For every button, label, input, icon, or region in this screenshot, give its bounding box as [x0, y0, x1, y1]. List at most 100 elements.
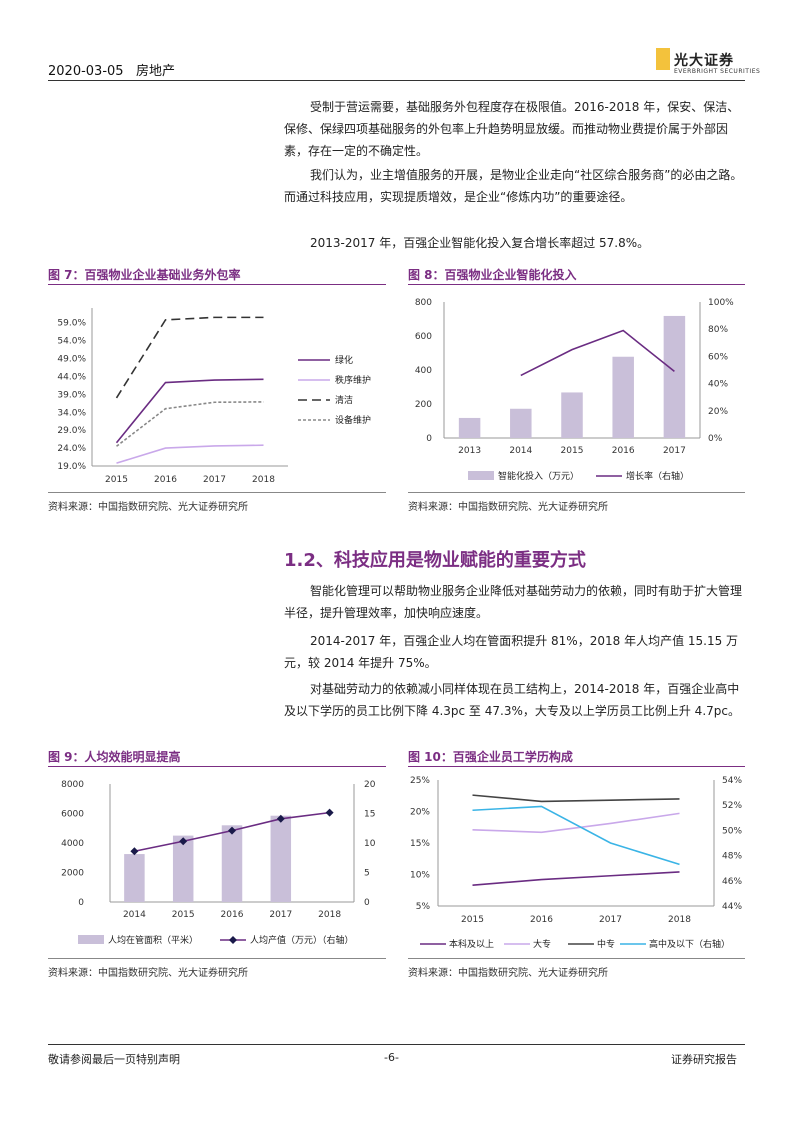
- fig9-line-point-1: [179, 837, 188, 846]
- fig10-legend-label-1: 大专: [533, 938, 551, 950]
- fig8-right-tick-label: 80%: [708, 325, 728, 335]
- fig10-right-tick-label: 46%: [722, 877, 742, 887]
- fig10-x-tick-label: 2018: [668, 915, 691, 925]
- fig8-x-tick-label: 2014: [509, 446, 532, 456]
- fig7-y-tick-label: 24.0%: [57, 444, 86, 454]
- fig8-legend-bar-label: 智能化投入（万元）: [498, 470, 579, 482]
- fig8-line-series: [520, 329, 675, 377]
- fig7-series-line-2: [115, 316, 264, 399]
- fig9-left-tick-label: 2000: [61, 869, 84, 879]
- fig7-source: 资料来源：中国指数研究院、光大证券研究所: [48, 502, 248, 513]
- fig8-right-tick-label: 60%: [708, 352, 728, 362]
- fig7-title-rule: [48, 284, 386, 285]
- logo-subtitle: EVERBRIGHT SECURITIES: [674, 68, 761, 75]
- fig7-y-tick-label: 34.0%: [57, 408, 86, 418]
- fig9-chart: 0 2000 4000 6000 8000 0 5 10 15 20 2014 2015 2016 201…: [61, 780, 376, 946]
- fig9-x-tick-label: 2015: [172, 910, 195, 920]
- fig9-x-tick-label: 2014: [123, 910, 146, 920]
- fig9-legend-line-label: 人均产值（万元）（右轴）: [250, 934, 354, 946]
- fig10-chart: 5% 10% 15% 20% 25% 44% 46% 48% 50% 52% 54% 2015 2016…: [410, 776, 742, 950]
- fig10-x-tick-label: 2015: [461, 915, 484, 925]
- fig8-x-tick-label: 2017: [663, 446, 686, 456]
- fig8-legend-bar-swatch: [468, 471, 494, 480]
- fig8-source: 资料来源：中国指数研究院、光大证券研究所: [408, 502, 608, 513]
- fig7-y-tick-label: 49.0%: [57, 355, 86, 365]
- fig9-line-point-4: [325, 808, 334, 817]
- fig9-right-tick-label: 20: [364, 780, 376, 790]
- fig10-right-tick-label: 48%: [722, 852, 742, 862]
- fig9-source-rule: [48, 958, 386, 959]
- fig7-source-rule: [48, 492, 386, 493]
- fig9-left-tick-label: 0: [78, 898, 84, 908]
- fig10-series-line-0: [472, 871, 680, 887]
- fig7-legend-label-0: 绿化: [335, 354, 353, 366]
- fig7-y-tick-label: 44.0%: [57, 372, 86, 382]
- fig10-title: 图 10：百强企业员工学历构成: [408, 750, 573, 764]
- fig10-legend-label-2: 中专: [597, 938, 615, 950]
- fig9-bar-3: [270, 815, 292, 902]
- fig7-series-line-0: [115, 378, 264, 444]
- fig8-chart: 0 200 400 600 800 0% 20% 40% 60% 80% 100% 2013 2014 2…: [415, 298, 734, 482]
- fig8-bar-2: [561, 392, 583, 438]
- fig10-source: 资料来源：中国指数研究院、光大证券研究所: [408, 968, 608, 979]
- fig7-legend-label-3: 设备维护: [335, 414, 371, 426]
- fig9-left-tick-label: 6000: [61, 810, 84, 820]
- fig10-source-rule: [408, 958, 745, 959]
- fig7-chart: 19.0% 24.0% 29.0% 34.0% 39.0% 44.0% 49.0% 54.0%…: [57, 308, 371, 485]
- report-category: 房地产: [135, 64, 175, 79]
- paragraph-4: 智能化管理可以帮助物业服务企业降低对基础劳动力的依赖，同时有助于扩大管理半径，提…: [284, 584, 743, 620]
- fig8-right-tick-label: 20%: [708, 407, 728, 417]
- fig8-bar-1: [510, 408, 532, 438]
- report-date-category: 2020-03-05 房地产: [48, 60, 175, 79]
- fig7-x-tick-label: 2015: [105, 475, 128, 485]
- fig9-bar-1: [172, 835, 194, 902]
- fig8-right-tick-label: 100%: [708, 298, 734, 308]
- footer-rule: [48, 1044, 745, 1045]
- fig10-right-tick-label: 44%: [722, 902, 742, 912]
- fig10-series-line-3: [472, 805, 680, 866]
- fig10-left-tick-label: 5%: [416, 902, 431, 912]
- fig7-title: 图 7：百强物业企业基础业务外包率: [48, 268, 241, 282]
- fig9-x-tick-label: 2016: [221, 910, 244, 920]
- fig9-right-tick-label: 10: [364, 839, 376, 849]
- fig9-left-tick-label: 8000: [61, 780, 84, 790]
- fig9-legend-bar-swatch: [78, 935, 104, 944]
- fig8-right-tick-label: 0%: [708, 434, 723, 444]
- fig9-title-rule: [48, 766, 386, 767]
- paragraph-2: 我们认为，业主增值服务的开展，是物业企业走向“社区综合服务商”的必由之路。而通过…: [284, 168, 743, 204]
- fig9-right-tick-label: 15: [364, 810, 375, 820]
- fig10-x-tick-label: 2017: [599, 915, 622, 925]
- fig8-left-tick-label: 800: [415, 298, 432, 308]
- fig9-line-point-0: [130, 847, 139, 856]
- fig10-legend-label-0: 本科及以上: [449, 938, 494, 950]
- fig9-line-point-3: [276, 814, 285, 823]
- fig9-x-tick-label: 2018: [318, 910, 341, 920]
- fig8-bar-4: [663, 315, 686, 438]
- fig7-series-line-3: [116, 401, 264, 447]
- logo-mark-icon: [656, 48, 670, 70]
- fig9-bar-2: [221, 825, 243, 902]
- fig8-title: 图 8：百强物业企业智能化投入: [408, 268, 577, 282]
- fig8-x-tick-label: 2015: [561, 446, 584, 456]
- fig9-line-point-2: [228, 826, 236, 835]
- fig7-y-tick-label: 29.0%: [57, 426, 86, 436]
- fig9-source: 资料来源：中国指数研究院、光大证券研究所: [48, 968, 248, 979]
- fig8-legend-line-label: 增长率（右轴）: [626, 470, 689, 482]
- paragraph-5: 2014-2017 年，百强企业人均在管面积提升 81%，2018 年人均产值 …: [284, 634, 739, 670]
- fig7-x-tick-label: 2017: [203, 475, 226, 485]
- fig10-right-tick-label: 50%: [722, 826, 742, 836]
- fig10-right-tick-label: 52%: [722, 801, 742, 811]
- fig8-right-tick-label: 40%: [708, 380, 728, 390]
- fig9-left-tick-label: 4000: [61, 839, 84, 849]
- fig8-bar-3: [612, 356, 634, 438]
- fig10-left-tick-label: 15%: [410, 839, 430, 849]
- fig8-left-tick-label: 400: [415, 366, 432, 376]
- fig8-bar-0: [458, 417, 481, 438]
- fig9-bar-0: [124, 854, 145, 902]
- paragraph-3: 2013-2017 年，百强企业智能化投入复合增长率超过 57.8%。: [310, 236, 650, 250]
- fig8-left-tick-label: 600: [415, 332, 432, 342]
- fig10-x-tick-label: 2016: [530, 915, 553, 925]
- report-date: 2020-03-05: [48, 64, 124, 79]
- fig7-legend-label-2: 清洁: [335, 394, 353, 406]
- fig8-x-tick-label: 2013: [458, 446, 481, 456]
